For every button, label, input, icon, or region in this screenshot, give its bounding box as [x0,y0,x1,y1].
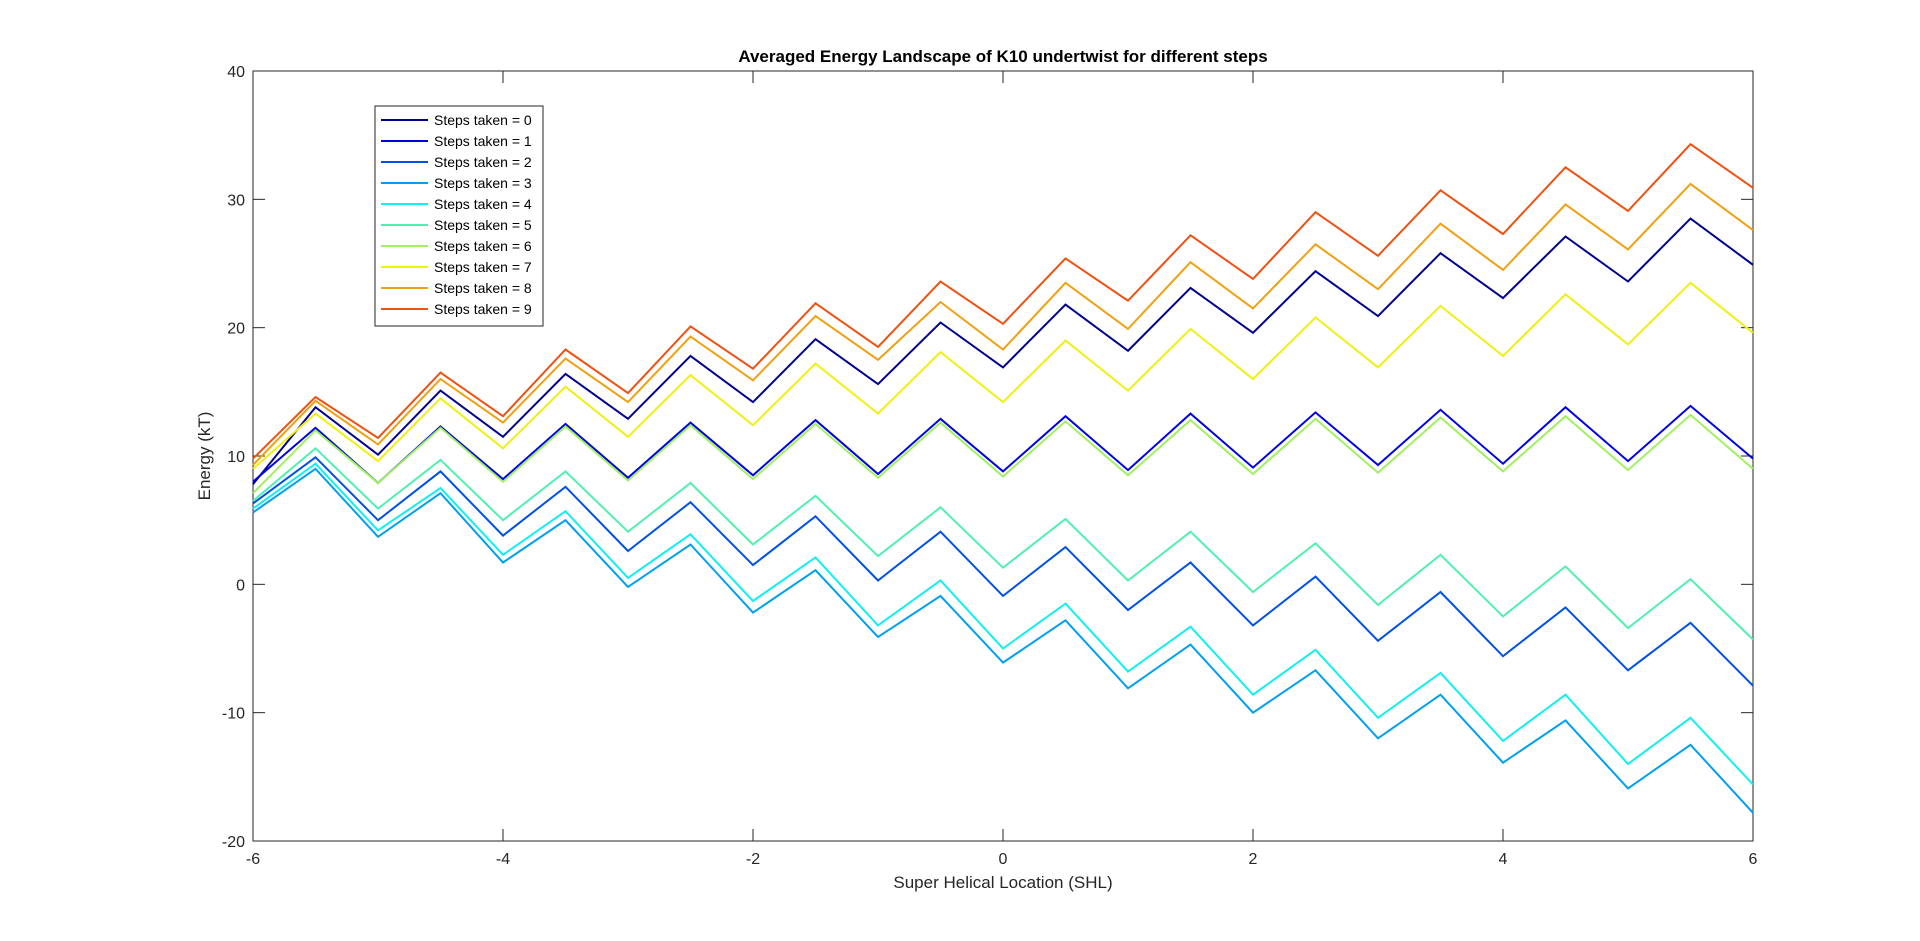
legend-entry-5: Steps taken = 5 [434,217,532,233]
series-line-0 [252,217,1754,485]
y-tick-label: 0 [236,577,245,594]
legend-entry-6: Steps taken = 6 [434,238,532,254]
legend-entry-9: Steps taken = 9 [434,301,532,317]
series-lines [252,142,1754,814]
series-line-5 [252,446,1754,641]
x-tick-label: -2 [746,851,760,868]
legend-entry-3: Steps taken = 3 [434,175,532,191]
x-tick-label: 6 [1749,851,1758,868]
y-axis-label: Energy (kT) [195,412,214,501]
x-axis-label: Super Helical Location (SHL) [893,873,1112,892]
series-line-1 [252,404,1754,485]
series-line-3 [252,467,1754,814]
series-line-8 [252,182,1754,466]
y-tick-label: 30 [227,192,245,209]
series-line-4 [252,462,1754,786]
x-tick-label: 4 [1499,851,1508,868]
series-line-6 [252,413,1754,494]
legend-entry-4: Steps taken = 4 [434,196,532,212]
legend-entry-7: Steps taken = 7 [434,259,532,275]
x-tick-label: -4 [496,851,510,868]
y-tick-label: -10 [222,706,245,723]
y-tick-label: 20 [227,321,245,338]
legend-entry-0: Steps taken = 0 [434,112,532,128]
x-tick-label: -6 [246,851,260,868]
legend-entry-2: Steps taken = 2 [434,154,532,170]
y-tick-label: -20 [222,834,245,851]
legend-box [374,105,544,327]
legend-entry-8: Steps taken = 8 [434,280,532,296]
y-tick-label: 10 [227,449,245,466]
series-line-2 [252,455,1754,687]
x-tick-label: 0 [999,851,1008,868]
x-tick-label: 2 [1249,851,1258,868]
legend-entry-1: Steps taken = 1 [434,133,532,149]
chart-title: Averaged Energy Landscape of K10 undertw… [738,47,1267,66]
series-line-9 [252,142,1754,460]
series-line-7 [252,281,1754,470]
y-tick-label: 40 [227,64,245,81]
legend: Steps taken = 0 Steps taken = 1 Steps take… [374,105,544,327]
